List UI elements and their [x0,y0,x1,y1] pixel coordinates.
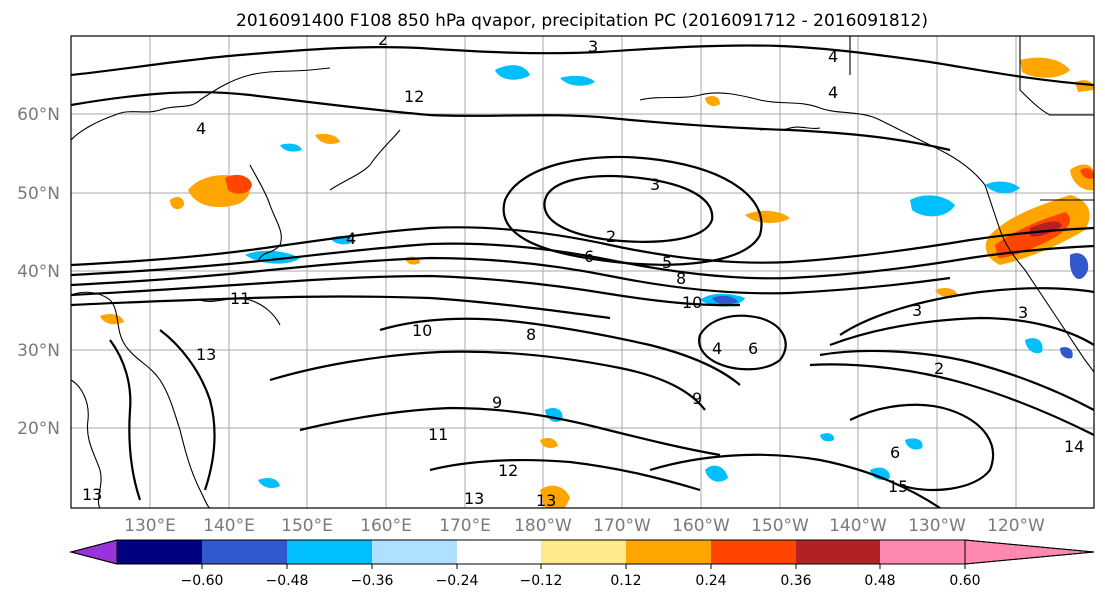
colorbar-tick-label: −0.36 [351,573,394,589]
contour-label: 4 [828,47,838,66]
colorbar-tick-label: −0.60 [181,573,224,589]
contour-label: 4 [828,83,838,102]
colorbar-segment [880,540,965,564]
contour-label: 9 [492,393,502,412]
contour-label: 10 [412,321,432,340]
coastlines [71,36,1094,508]
contour-label: 12 [404,87,424,106]
latitude-labels: 60°N 50°N 40°N 30°N 20°N [17,105,60,439]
colorbar-segment [117,540,202,564]
map-panel: 2 3 4 4 2 3 4 5 6 8 10 10 8 11 13 13 12 … [70,30,1095,510]
colorbar-segment [372,540,457,564]
colorbar-segment [626,540,711,564]
contour-label: 4 [196,119,206,138]
contour-label: 4 [346,229,356,248]
colorbar-segment [202,540,287,564]
lon-label: 160°E [360,516,412,536]
lon-label: 140°E [203,516,255,536]
colorbar-segment [541,540,626,564]
contour-label: 10 [682,293,702,312]
precipitation-shading [100,57,1094,508]
lat-label: 50°N [17,184,60,204]
colorbar-tick-label: 0.36 [780,573,811,589]
contour-label: 15 [888,477,908,496]
contour-label: 5 [662,253,672,272]
contour-label: 13 [536,491,556,510]
contour-label: 2 [934,359,944,378]
colorbar-segment [287,540,372,564]
colorbar-extend-min [69,539,118,565]
contour-labels: 2 3 4 4 2 3 4 5 6 8 10 10 8 11 13 13 12 … [82,30,1084,510]
contour-label: 8 [676,269,686,288]
lat-label: 60°N [17,105,60,125]
lon-label: 130°E [124,516,176,536]
colorbar-extend-max [964,539,1095,565]
contour-label: 12 [498,461,518,480]
contour-label: 11 [428,425,448,444]
lon-label: 170°E [439,516,491,536]
lat-label: 40°N [17,262,60,282]
lon-label: 150°E [281,516,333,536]
lat-label: 30°N [17,341,60,361]
contour-label: 6 [890,443,900,462]
contour-label: 6 [748,339,758,358]
contour-label: 3 [1018,303,1028,322]
qvapor-contours [71,44,1094,508]
colorbar-tick-label: 0.24 [695,573,726,589]
contour-label: 13 [196,345,216,364]
colorbar: −0.60 −0.48 −0.36 −0.24 −0.12 0.12 0.24 … [69,539,1095,589]
colorbar-tick-label: −0.24 [436,573,479,589]
colorbar-tick-label: 0.48 [864,573,895,589]
contour-label: 14 [1064,437,1084,456]
lon-label: 150°W [751,516,809,536]
lon-label: 130°W [908,516,966,536]
contour-label: 4 [712,339,722,358]
colorbar-ticks [201,564,966,569]
figure-title: 2016091400 F108 850 hPa qvapor, precipit… [236,11,928,31]
contour-label: 13 [464,489,484,508]
lon-label: 180°W [514,516,572,536]
contour-label: 9 [692,389,702,408]
contour-label: 8 [526,325,536,344]
contour-label: 13 [82,485,102,504]
contour-label: 2 [606,227,616,246]
contour-label: 3 [912,301,922,320]
colorbar-segment [796,540,880,564]
lon-label: 170°W [593,516,651,536]
longitude-labels: 130°E 140°E 150°E 160°E 170°E 180°W 170°… [124,516,1045,536]
contour-label: 6 [584,247,594,266]
contour-label: 3 [650,175,660,194]
contour-label: 3 [588,37,598,56]
colorbar-tick-label: 0.12 [610,573,641,589]
colorbar-tick-label: −0.12 [520,573,563,589]
lat-label: 20°N [17,419,60,439]
colorbar-tick-label: 0.60 [949,573,980,589]
lon-label: 140°W [829,516,887,536]
colorbar-segment [457,540,541,564]
lon-label: 120°W [987,516,1045,536]
contour-label: 11 [230,289,250,308]
colorbar-segment [711,540,796,564]
colorbar-tick-label: −0.48 [266,573,309,589]
lon-label: 160°W [672,516,730,536]
map-frame [70,35,1095,509]
contour-label: 2 [378,30,388,49]
